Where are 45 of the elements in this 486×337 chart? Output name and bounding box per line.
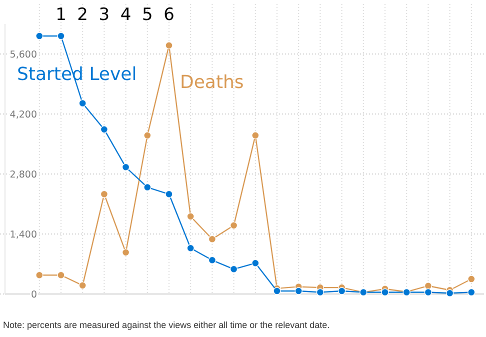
- y-tick-label: 0: [30, 289, 37, 300]
- point: [122, 163, 130, 171]
- point: [100, 126, 108, 134]
- point: [186, 212, 194, 220]
- annotation: 6: [164, 5, 174, 25]
- point: [208, 235, 216, 243]
- y-tick-label: 5,600: [10, 49, 37, 60]
- point: [208, 256, 216, 264]
- text: Note: percents are measured against the views either all time or the relevant date.: [3, 320, 330, 330]
- point: [424, 288, 432, 296]
- point: [144, 132, 152, 140]
- point: [252, 132, 260, 140]
- y-tick-label: 4,200: [10, 109, 37, 120]
- point: [316, 288, 324, 296]
- point: [230, 222, 238, 230]
- y-tick-label: 1,400: [10, 229, 37, 240]
- point: [36, 32, 44, 40]
- point: [294, 287, 302, 295]
- point: [186, 244, 194, 252]
- point: [468, 275, 476, 283]
- point: [165, 190, 173, 198]
- annotation: 4: [120, 5, 132, 25]
- point: [78, 99, 86, 108]
- point: [424, 282, 432, 290]
- point: [57, 32, 65, 40]
- point: [144, 183, 152, 192]
- point: [122, 248, 130, 256]
- point: [273, 287, 281, 295]
- y-tick-label: 2,800: [10, 169, 37, 180]
- point: [468, 288, 476, 296]
- annotation: 1: [56, 5, 66, 25]
- point: [165, 42, 173, 50]
- point: [338, 287, 346, 295]
- annotation: 3: [98, 5, 110, 25]
- point: [36, 271, 44, 279]
- point: [57, 271, 65, 279]
- annotation: 5: [142, 5, 153, 25]
- annotation: 2: [77, 5, 88, 25]
- point: [78, 282, 86, 290]
- point: [100, 190, 108, 198]
- point: [381, 288, 389, 296]
- series-label: Deaths: [180, 72, 244, 93]
- point: [252, 259, 260, 267]
- point: [446, 289, 454, 297]
- point: [230, 265, 238, 273]
